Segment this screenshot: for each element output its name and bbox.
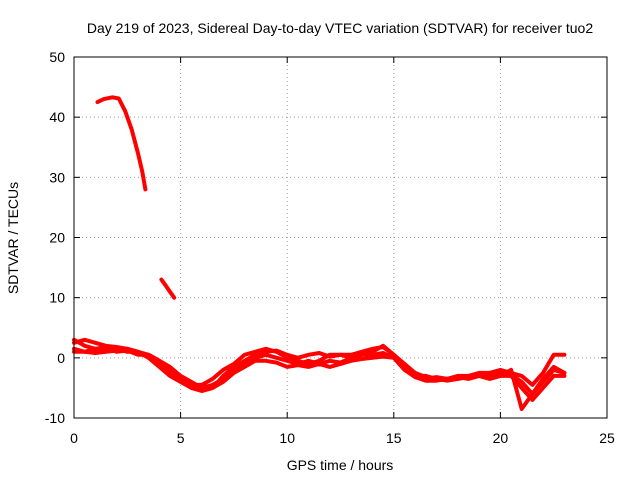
x-tick-label: 25: [599, 430, 615, 446]
y-tick-label: -10: [45, 410, 65, 426]
grid: [74, 57, 607, 418]
chart-title: Day 219 of 2023, Sidereal Day-to-day VTE…: [87, 20, 594, 36]
x-tick-label: 5: [177, 430, 185, 446]
y-tick-label: 10: [49, 290, 65, 306]
y-tick-label: 20: [49, 230, 65, 246]
x-tick-label: 10: [279, 430, 295, 446]
series-line-band-3: [72, 337, 567, 387]
series-line-band-1: [72, 337, 567, 396]
series-line-band-4: [72, 345, 567, 411]
x-tick-label: 20: [493, 430, 509, 446]
x-tick-label: 15: [386, 430, 402, 446]
y-tick-label: 40: [49, 109, 65, 125]
series-line-arc-mid: [159, 277, 177, 300]
y-tick-label: 0: [57, 350, 65, 366]
y-axis-label: SDTVAR / TECUs: [5, 182, 21, 294]
y-tick-label: 50: [49, 49, 65, 65]
ticks: [73, 56, 608, 419]
series-group: [72, 95, 567, 411]
x-axis-label: GPS time / hours: [287, 457, 394, 473]
y-tick-label: 30: [49, 169, 65, 185]
tick-labels: 0 5 10 15 20 25 -10 0 10 20 30 40 50: [45, 49, 615, 446]
x-tick-label: 0: [70, 430, 78, 446]
series-line-arc-high: [95, 95, 148, 192]
